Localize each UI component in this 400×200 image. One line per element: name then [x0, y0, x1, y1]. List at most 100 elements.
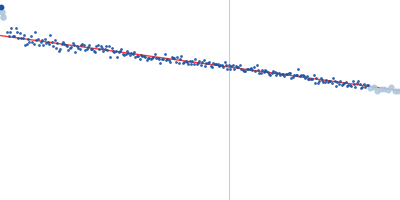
Point: [84, 47, 90, 50]
Point: [60, 41, 66, 44]
Point: [245, 67, 251, 70]
Point: [57, 47, 63, 50]
Point: [374, 90, 380, 93]
Point: [139, 54, 146, 57]
Point: [116, 51, 122, 54]
Point: [291, 73, 297, 76]
Point: [85, 45, 91, 48]
Point: [0, 6, 4, 9]
Point: [93, 45, 100, 48]
Point: [231, 67, 238, 71]
Point: [227, 67, 233, 70]
Point: [18, 36, 24, 40]
Point: [148, 58, 154, 61]
Point: [94, 43, 101, 47]
Point: [186, 60, 193, 63]
Point: [206, 60, 212, 64]
Point: [118, 47, 125, 50]
Point: [266, 72, 272, 75]
Point: [350, 80, 356, 83]
Point: [175, 62, 182, 65]
Point: [241, 69, 247, 72]
Point: [156, 57, 162, 60]
Point: [351, 82, 357, 86]
Point: [290, 76, 296, 79]
Point: [53, 46, 59, 49]
Point: [283, 72, 289, 75]
Point: [47, 34, 54, 37]
Point: [295, 68, 302, 71]
Point: [89, 47, 95, 50]
Point: [308, 78, 314, 81]
Point: [288, 76, 294, 79]
Point: [194, 62, 200, 65]
Point: [280, 72, 286, 76]
Point: [160, 57, 166, 61]
Point: [272, 71, 278, 74]
Point: [270, 70, 276, 73]
Point: [388, 86, 394, 89]
Point: [88, 48, 94, 51]
Point: [204, 61, 211, 64]
Point: [14, 30, 20, 33]
Point: [281, 75, 288, 78]
Point: [61, 43, 68, 46]
Point: [15, 36, 22, 39]
Point: [330, 77, 336, 80]
Point: [202, 65, 208, 68]
Point: [238, 67, 244, 71]
Point: [256, 71, 262, 74]
Point: [143, 59, 150, 62]
Point: [25, 38, 31, 41]
Point: [159, 57, 165, 61]
Point: [347, 83, 353, 87]
Point: [51, 38, 58, 42]
Point: [40, 43, 47, 46]
Point: [135, 55, 141, 58]
Point: [100, 50, 106, 53]
Point: [244, 68, 250, 71]
Point: [246, 68, 253, 71]
Point: [253, 64, 260, 67]
Point: [72, 50, 79, 54]
Point: [195, 61, 201, 64]
Point: [263, 69, 270, 73]
Point: [294, 74, 300, 77]
Point: [122, 53, 129, 56]
Point: [230, 63, 236, 67]
Point: [274, 71, 281, 75]
Point: [104, 48, 111, 52]
Point: [128, 51, 134, 54]
Point: [90, 50, 97, 53]
Point: [78, 44, 84, 47]
Point: [342, 81, 349, 84]
Point: [28, 35, 34, 38]
Point: [58, 42, 65, 45]
Point: [35, 37, 41, 40]
Point: [117, 49, 123, 53]
Point: [26, 40, 33, 43]
Point: [177, 58, 183, 61]
Point: [284, 72, 290, 75]
Point: [113, 49, 119, 53]
Point: [316, 79, 322, 82]
Point: [16, 32, 23, 35]
Point: [248, 67, 254, 70]
Point: [269, 72, 275, 75]
Point: [220, 66, 226, 69]
Point: [384, 89, 391, 92]
Point: [358, 87, 364, 90]
Point: [65, 49, 72, 52]
Point: [153, 56, 160, 60]
Point: [319, 79, 325, 82]
Point: [304, 75, 310, 78]
Point: [178, 54, 184, 58]
Point: [242, 69, 249, 72]
Point: [224, 67, 230, 70]
Point: [365, 83, 371, 87]
Point: [121, 53, 128, 56]
Point: [333, 84, 339, 88]
Point: [24, 43, 30, 46]
Point: [146, 57, 152, 60]
Point: [235, 65, 242, 68]
